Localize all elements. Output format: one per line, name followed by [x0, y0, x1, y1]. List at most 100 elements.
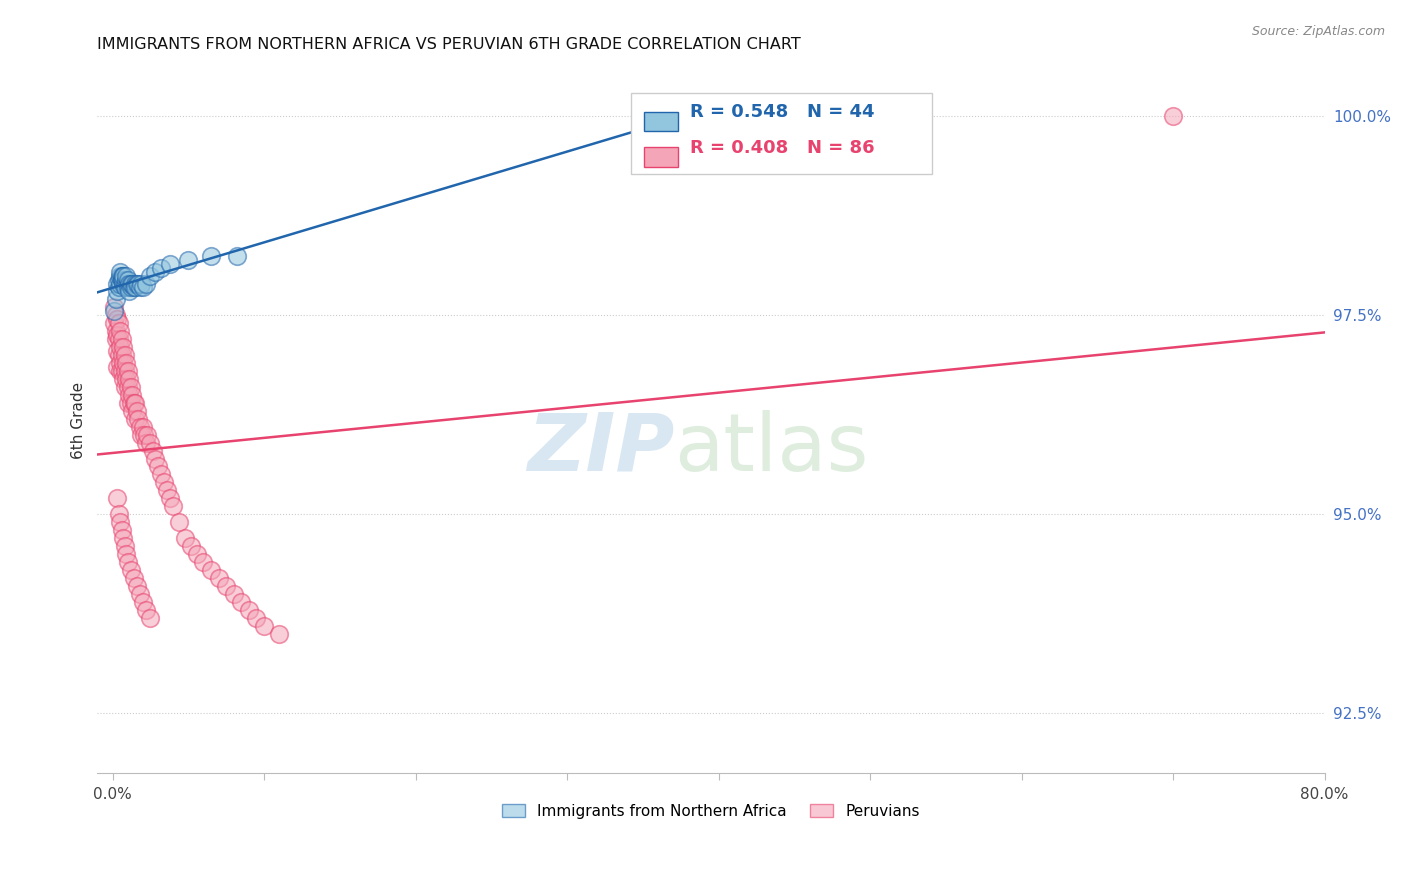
- Point: [117, 396, 139, 410]
- Point: [124, 411, 146, 425]
- Point: [136, 427, 159, 442]
- Point: [124, 280, 146, 294]
- Point: [118, 372, 141, 386]
- Point: [114, 539, 136, 553]
- Point: [115, 356, 138, 370]
- Point: [110, 523, 132, 537]
- Point: [222, 587, 245, 601]
- Point: [114, 364, 136, 378]
- Point: [103, 316, 125, 330]
- Point: [114, 380, 136, 394]
- Point: [125, 404, 148, 418]
- Point: [117, 555, 139, 569]
- Text: atlas: atlas: [675, 410, 869, 488]
- Point: [127, 277, 149, 291]
- Point: [135, 602, 157, 616]
- FancyBboxPatch shape: [631, 94, 932, 174]
- Point: [115, 272, 138, 286]
- Point: [121, 277, 143, 291]
- Point: [108, 364, 131, 378]
- Point: [110, 348, 132, 362]
- Point: [121, 404, 143, 418]
- Point: [200, 563, 222, 577]
- Point: [105, 277, 128, 291]
- Point: [103, 301, 125, 315]
- Point: [112, 272, 135, 286]
- Point: [132, 419, 155, 434]
- Point: [142, 443, 165, 458]
- Point: [108, 268, 131, 283]
- Point: [122, 280, 145, 294]
- Point: [146, 459, 169, 474]
- Point: [128, 280, 150, 294]
- Point: [105, 328, 128, 343]
- Point: [112, 277, 135, 291]
- Point: [110, 364, 132, 378]
- Text: Source: ZipAtlas.com: Source: ZipAtlas.com: [1251, 25, 1385, 38]
- Point: [107, 316, 129, 330]
- Text: R = 0.408   N = 86: R = 0.408 N = 86: [690, 138, 875, 157]
- Point: [117, 364, 139, 378]
- Point: [122, 571, 145, 585]
- Point: [207, 571, 229, 585]
- Point: [127, 411, 149, 425]
- FancyBboxPatch shape: [644, 112, 678, 131]
- Point: [238, 602, 260, 616]
- Point: [115, 547, 138, 561]
- Point: [117, 380, 139, 394]
- Point: [128, 419, 150, 434]
- Point: [120, 563, 142, 577]
- Point: [129, 427, 152, 442]
- Point: [193, 555, 215, 569]
- Point: [186, 547, 208, 561]
- Point: [108, 277, 131, 291]
- Point: [150, 467, 173, 482]
- Point: [114, 348, 136, 362]
- Point: [132, 595, 155, 609]
- Point: [114, 277, 136, 291]
- Point: [117, 277, 139, 291]
- Point: [105, 344, 128, 359]
- Point: [108, 340, 131, 354]
- Point: [135, 277, 157, 291]
- Point: [112, 268, 135, 283]
- Point: [118, 388, 141, 402]
- Point: [104, 293, 127, 307]
- Point: [124, 277, 146, 291]
- Point: [110, 272, 132, 286]
- Point: [215, 579, 238, 593]
- Point: [105, 312, 128, 326]
- Text: IMMIGRANTS FROM NORTHERN AFRICA VS PERUVIAN 6TH GRADE CORRELATION CHART: IMMIGRANTS FROM NORTHERN AFRICA VS PERUV…: [97, 37, 801, 53]
- Point: [245, 610, 267, 624]
- Point: [124, 396, 146, 410]
- Point: [128, 587, 150, 601]
- Point: [153, 475, 176, 490]
- Point: [120, 280, 142, 294]
- Point: [112, 356, 135, 370]
- Point: [159, 491, 181, 506]
- Point: [108, 515, 131, 529]
- Point: [177, 252, 200, 267]
- Point: [107, 280, 129, 294]
- Point: [115, 372, 138, 386]
- Point: [174, 531, 197, 545]
- Point: [125, 277, 148, 291]
- Point: [132, 280, 155, 294]
- Text: R = 0.548   N = 44: R = 0.548 N = 44: [690, 103, 875, 121]
- Point: [112, 268, 135, 283]
- Point: [139, 435, 162, 450]
- Point: [139, 610, 162, 624]
- Point: [139, 268, 162, 283]
- Point: [107, 348, 129, 362]
- Point: [143, 264, 166, 278]
- Point: [118, 277, 141, 291]
- Point: [112, 372, 135, 386]
- Point: [117, 272, 139, 286]
- Point: [118, 285, 141, 299]
- Point: [162, 500, 184, 514]
- Point: [231, 595, 253, 609]
- Point: [120, 380, 142, 394]
- Point: [129, 277, 152, 291]
- Text: ZIP: ZIP: [527, 410, 675, 488]
- FancyBboxPatch shape: [644, 147, 678, 167]
